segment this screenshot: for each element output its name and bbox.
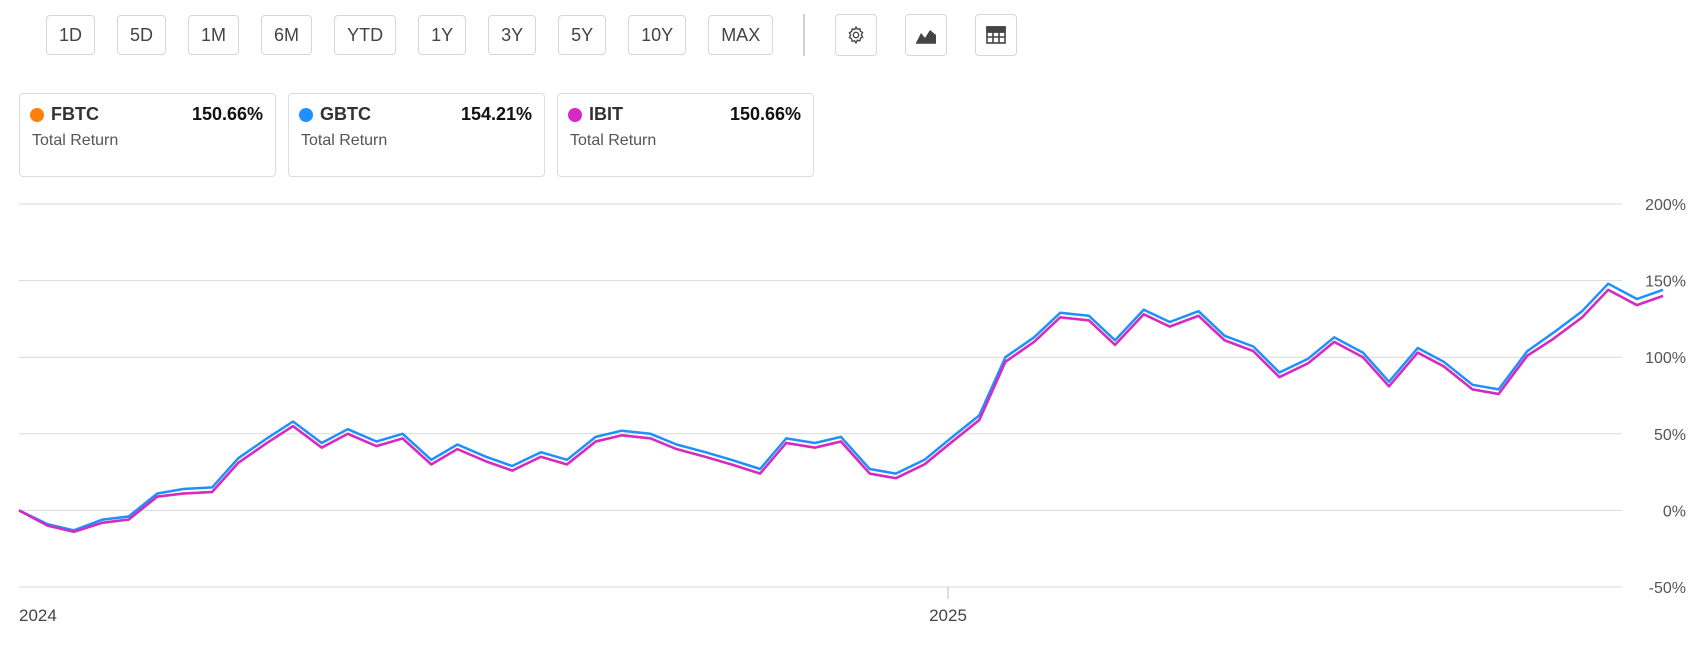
y-tick-label: 200% xyxy=(1645,197,1686,214)
toolbar-divider xyxy=(803,14,806,56)
toolbar: 1D 5D 1M 6M YTD 1Y 3Y 5Y 10Y MAX xyxy=(46,14,1045,56)
range-button-ytd[interactable]: YTD xyxy=(334,15,397,55)
y-tick-label: 50% xyxy=(1654,427,1686,444)
x-tick-label: 2025 xyxy=(929,606,967,625)
x-axis-ticks: 2024 2025 xyxy=(19,587,967,625)
y-tick-label: 0% xyxy=(1663,503,1686,520)
series-line-gbtc[interactable] xyxy=(18,282,1664,532)
card-ticker: GBTC xyxy=(320,104,371,124)
total-return-chart[interactable]: 200% 150% 100% 50% 0% -50% 2024 2025 xyxy=(0,190,1708,640)
settings-button[interactable] xyxy=(835,14,878,56)
legend-card-gbtc[interactable]: GBTC 154.21% Total Return xyxy=(288,93,545,177)
series-line-fbtc[interactable] xyxy=(18,288,1664,534)
card-value: 154.21% xyxy=(460,104,532,124)
range-button-3y[interactable]: 3Y xyxy=(488,15,537,55)
range-button-1d[interactable]: 1D xyxy=(46,15,96,55)
card-value: 150.66% xyxy=(729,104,801,124)
series-lines xyxy=(18,282,1664,534)
table-view-button[interactable] xyxy=(975,14,1018,56)
legend-card-fbtc[interactable]: FBTC 150.66% Total Return xyxy=(19,93,276,177)
card-ticker: IBIT xyxy=(589,104,623,124)
series-color-dot xyxy=(299,108,313,122)
range-button-1m[interactable]: 1M xyxy=(188,15,240,55)
range-button-6m[interactable]: 6M xyxy=(261,15,313,55)
area-chart-icon xyxy=(916,30,937,44)
card-metric: Total Return xyxy=(32,132,119,149)
series-color-dot xyxy=(568,108,582,122)
series-line-ibit[interactable] xyxy=(18,288,1664,534)
y-axis-ticks: 200% 150% 100% 50% 0% -50% xyxy=(1645,197,1686,597)
chart-type-button[interactable] xyxy=(905,14,948,56)
y-tick-label: -50% xyxy=(1649,580,1686,597)
series-color-dot xyxy=(30,108,44,122)
legend-cards: FBTC 150.66% Total Return GBTC 154.21% T… xyxy=(19,93,826,177)
range-button-1y[interactable]: 1Y xyxy=(418,15,467,55)
y-tick-label: 100% xyxy=(1645,350,1686,367)
range-button-max[interactable]: MAX xyxy=(708,15,774,55)
x-tick-label: 2024 xyxy=(19,606,57,625)
range-button-5d[interactable]: 5D xyxy=(117,15,167,55)
range-button-10y[interactable]: 10Y xyxy=(628,15,687,55)
legend-card-ibit[interactable]: IBIT 150.66% Total Return xyxy=(557,93,814,177)
table-icon xyxy=(986,26,1007,44)
y-tick-label: 150% xyxy=(1645,274,1686,291)
card-ticker: FBTC xyxy=(51,104,99,124)
gear-icon xyxy=(848,25,864,45)
card-metric: Total Return xyxy=(301,132,388,149)
card-value: 150.66% xyxy=(191,104,263,124)
card-metric: Total Return xyxy=(570,132,657,149)
range-button-5y[interactable]: 5Y xyxy=(558,15,607,55)
gridlines xyxy=(19,203,1622,588)
